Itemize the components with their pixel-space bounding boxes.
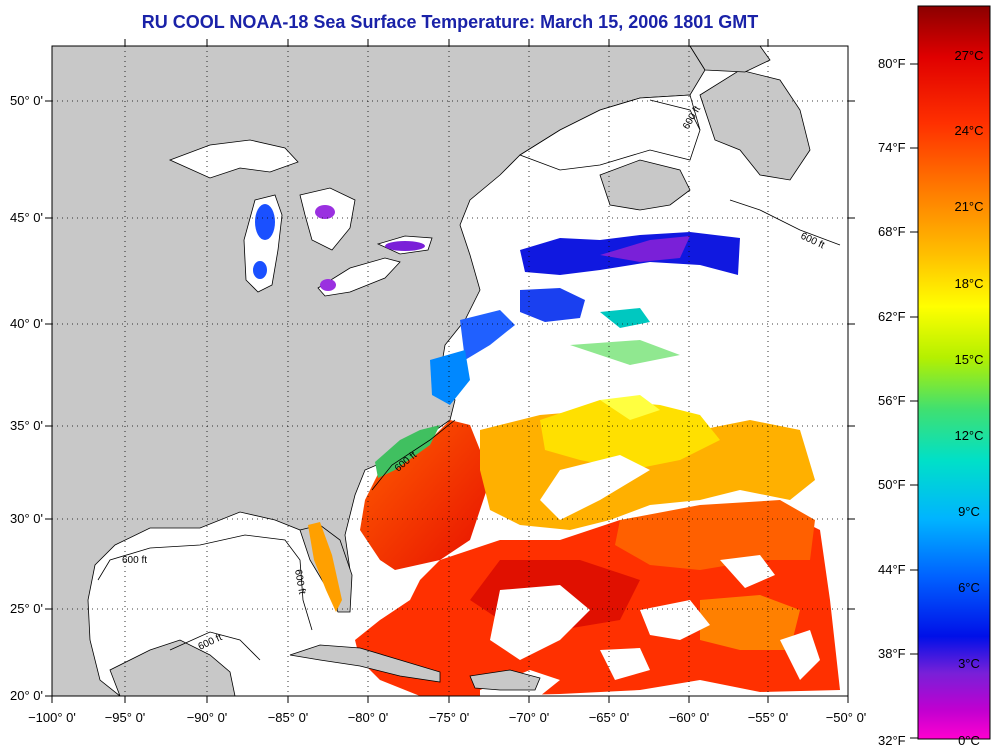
x-tick-label: −80° 0' [348,710,389,725]
colorbar-f-label: 68°F [878,224,906,239]
colorbar-ticks [910,63,918,739]
contour-label: 600 ft [292,569,307,596]
x-tick-label: −50° 0' [826,710,867,725]
colorbar-f-label: 80°F [878,56,906,71]
colorbar-c-label: 9°C [958,504,980,519]
land-newfoundland [699,69,811,181]
colorbar-f-label: 32°F [878,733,906,748]
colorbar-c-label: 15°C [954,352,983,367]
colorbar-c-label: 3°C [958,656,980,671]
x-tick-label: −65° 0' [589,710,630,725]
land-cuba [289,644,441,683]
lake-erie-sst [320,279,336,291]
colorbar-c-label: 6°C [958,580,980,595]
x-tick-label: −100° 0' [28,710,76,725]
colorbar-f-label: 62°F [878,309,906,324]
y-tick-label: 25° 0' [10,601,43,616]
lake-ontario-sst [385,241,425,251]
colorbar-c-label: 12°C [954,428,983,443]
x-tick-label: −90° 0' [187,710,228,725]
lake-michigan-sst-south [253,261,267,279]
y-tick-label: 45° 0' [10,210,43,225]
x-tick-label: −60° 0' [669,710,710,725]
colorbar-c-label: 27°C [954,48,983,63]
land-hispaniola [469,669,541,691]
contour-label: 600 ft [122,555,147,566]
plot-area [52,46,848,696]
x-tick-label: −55° 0' [748,710,789,725]
land-yucatan [109,639,236,696]
y-tick-label: 30° 0' [10,511,43,526]
graticule [52,46,848,696]
land-labrador [689,46,771,73]
lake-huron [299,187,356,251]
y-tick-label: 20° 0' [10,688,43,703]
colorbar-c-label: 0°C [958,733,980,748]
colorbar-f-label: 56°F [878,393,906,408]
colorbar-fahrenheit-labels: 80°F 74°F 68°F 62°F 56°F 50°F 44°F 38°F … [878,56,906,748]
y-tick-label: 35° 0' [10,418,43,433]
colorbar-f-label: 38°F [878,646,906,661]
y-tick-label: 50° 0' [10,93,43,108]
lake-superior [168,139,299,179]
colorbar [917,5,991,740]
axis-ticks [45,39,855,703]
map-frame [51,45,849,697]
sst-swath [308,232,840,696]
colorbar-celsius-labels: 27°C 24°C 21°C 18°C 15°C 12°C 9°C 6°C 3°… [954,48,983,748]
y-tick-label: 40° 0' [10,316,43,331]
colorbar-c-label: 21°C [954,199,983,214]
lake-michigan-sst [255,204,275,240]
bathymetry-contours [97,99,841,661]
y-axis-labels: 50° 0' 45° 0' 40° 0' 35° 0' 30° 0' 25° 0… [10,93,43,703]
colorbar-f-label: 50°F [878,477,906,492]
colorbar-f-label: 74°F [878,140,906,155]
map-title: RU COOL NOAA-18 Sea Surface Temperature:… [141,12,759,32]
x-tick-label: −70° 0' [509,710,550,725]
land-maritimes [599,159,691,211]
colorbar-c-label: 18°C [954,276,983,291]
x-tick-label: −95° 0' [105,710,146,725]
colorbar-f-label: 44°F [878,562,906,577]
x-tick-label: −75° 0' [429,710,470,725]
lake-huron-sst [315,205,335,219]
colorbar-c-label: 24°C [954,123,983,138]
x-axis-labels: −100° 0' −95° 0' −90° 0' −85° 0' −80° 0'… [28,710,866,725]
lake-erie [317,257,401,297]
x-tick-label: −85° 0' [268,710,309,725]
